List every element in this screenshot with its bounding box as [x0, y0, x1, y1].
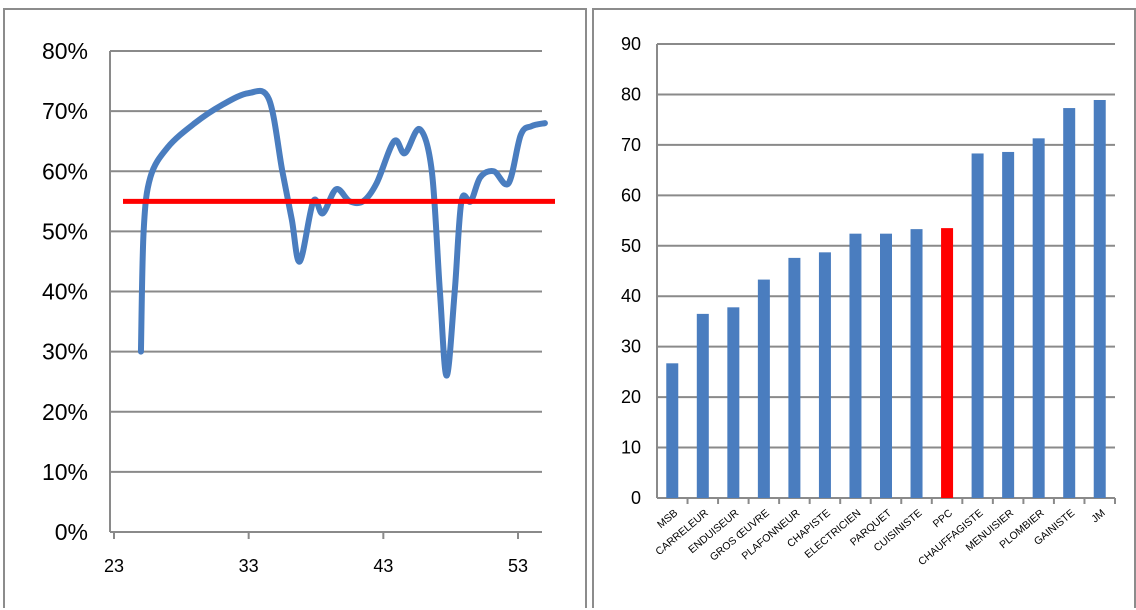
bar-plafonneur	[788, 257, 801, 498]
bar-chauffagiste	[971, 153, 984, 498]
bar-jm	[1093, 99, 1106, 498]
y-tick-label: 0	[631, 488, 641, 508]
y-tick-label: 20	[621, 387, 641, 407]
bar-msb	[666, 363, 679, 498]
bar-plombier	[1032, 138, 1045, 498]
x-tick-label: 33	[239, 556, 259, 576]
y-tick-label: 70%	[42, 98, 88, 124]
bar-carreleur	[696, 313, 709, 498]
bar-ppc	[941, 228, 954, 498]
bar-cuisiniste	[910, 229, 923, 498]
y-tick-label: 40%	[42, 279, 88, 305]
category-label: JM	[1089, 507, 1107, 525]
bar-chapiste	[818, 252, 831, 498]
y-tick-label: 20%	[42, 399, 88, 425]
data-line	[137, 87, 548, 379]
bar-gainiste	[1063, 108, 1076, 498]
bar-electricien	[849, 233, 862, 498]
bar-enduiseur	[727, 307, 740, 498]
bar-menuisier	[1002, 151, 1015, 498]
line-chart-panel: 0% 10% 20% 30% 40% 50% 60% 70% 80% 23 33 43 53	[3, 8, 587, 608]
line-chart: 0% 10% 20% 30% 40% 50% 60% 70% 80% 23 33 43 53	[42, 38, 555, 576]
y-tick-label: 50%	[42, 218, 88, 244]
bar-gros-uvre	[757, 279, 770, 498]
y-tick-label: 70	[621, 135, 641, 155]
x-tick-label: 53	[508, 556, 528, 576]
y-tick-label: 50	[621, 236, 641, 256]
y-tick-label: 60	[621, 185, 641, 205]
bar-parquet	[880, 233, 892, 498]
category-label: PPC	[931, 507, 956, 530]
y-tick-label: 80%	[42, 38, 88, 64]
y-tick-label: 10	[621, 438, 641, 458]
x-tick-label: 23	[104, 556, 124, 576]
y-tick-label: 30%	[42, 339, 88, 365]
bar-chart-panel: 0 10 20 30 40 50 60 70 80 90 MSB CARRELEUR ENDUISEU…	[592, 8, 1136, 608]
y-tick-label: 60%	[42, 158, 88, 184]
y-tick-label: 80	[621, 84, 641, 104]
x-tick-label: 43	[373, 556, 393, 576]
y-tick-label: 0%	[55, 519, 88, 545]
y-tick-label: 30	[621, 337, 641, 357]
y-tick-label: 40	[621, 286, 641, 306]
y-tick-label: 90	[621, 34, 641, 54]
category-label: MSB	[655, 507, 680, 531]
y-tick-label: 10%	[42, 459, 88, 485]
